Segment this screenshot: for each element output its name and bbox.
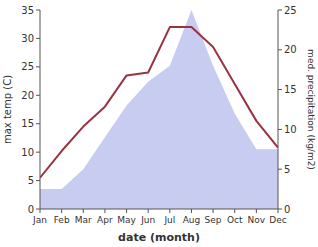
y-tick <box>36 152 40 153</box>
x-tick <box>40 209 41 213</box>
y-axis-line <box>40 10 41 209</box>
y-tick <box>36 95 40 96</box>
x-tick-label: Feb <box>54 215 70 225</box>
y2-tick-label: 25 <box>284 5 297 16</box>
y-tick-label: 10 <box>21 147 34 158</box>
y-tick-label: 5 <box>28 175 34 186</box>
x-axis-line <box>40 209 278 210</box>
x-tick <box>61 209 62 213</box>
y2-tick <box>278 209 282 210</box>
x-tick <box>126 209 127 213</box>
x-tick <box>191 209 192 213</box>
x-tick-label: Mar <box>75 215 92 225</box>
y2-axis-label: med. precipitation (kg/m2) <box>306 49 316 170</box>
x-tick-label: Oct <box>227 215 243 225</box>
plot-area <box>40 10 278 209</box>
y-tick <box>36 123 40 124</box>
temp-line <box>40 27 278 178</box>
y2-tick <box>278 129 282 130</box>
y-tick-label: 0 <box>28 204 34 215</box>
y2-tick <box>278 49 282 50</box>
x-tick <box>83 209 84 213</box>
y-tick-label: 25 <box>21 61 34 72</box>
y2-tick <box>278 10 282 11</box>
x-tick-label: May <box>117 215 136 225</box>
y-tick <box>36 66 40 67</box>
x-tick <box>213 209 214 213</box>
x-tick <box>256 209 257 213</box>
y-tick <box>36 209 40 210</box>
y2-tick-label: 20 <box>284 44 297 55</box>
x-tick-label: Apr <box>97 215 113 225</box>
x-tick-label: Nov <box>248 215 266 225</box>
x-tick <box>169 209 170 213</box>
y2-tick <box>278 89 282 90</box>
y2-tick-label: 0 <box>284 204 290 215</box>
y2-tick-label: 15 <box>284 84 297 95</box>
y2-tick-label: 5 <box>284 164 290 175</box>
y2-axis-line <box>278 10 279 209</box>
x-tick-label: Aug <box>183 215 201 225</box>
y-tick <box>36 180 40 181</box>
x-tick <box>104 209 105 213</box>
y2-tick <box>278 169 282 170</box>
y-tick <box>36 38 40 39</box>
y2-tick-label: 10 <box>284 124 297 135</box>
x-axis-label: date (month) <box>118 231 200 244</box>
y-tick-label: 15 <box>21 118 34 129</box>
x-tick-label: Jun <box>140 215 155 225</box>
chart-container: 0 5 10 15 20 25 30 35 0 5 10 15 20 25 Jan Feb Mar Apr May J… <box>0 0 318 247</box>
x-tick <box>278 209 279 213</box>
y-tick-label: 30 <box>21 33 34 44</box>
x-tick-label: Jan <box>32 215 47 225</box>
x-tick-label: Sep <box>205 215 222 225</box>
chart: 0 5 10 15 20 25 30 35 0 5 10 15 20 25 Jan Feb Mar Apr May J… <box>0 0 318 247</box>
y-tick <box>36 10 40 11</box>
x-tick-label: Jul <box>163 215 175 225</box>
precip-area <box>40 10 278 209</box>
y-axis-label: max temp (C) <box>2 75 13 144</box>
y-tick-label: 20 <box>21 90 34 101</box>
x-tick <box>234 209 235 213</box>
x-tick <box>148 209 149 213</box>
x-tick-label: Dec <box>269 215 286 225</box>
y-tick-label: 35 <box>21 5 34 16</box>
